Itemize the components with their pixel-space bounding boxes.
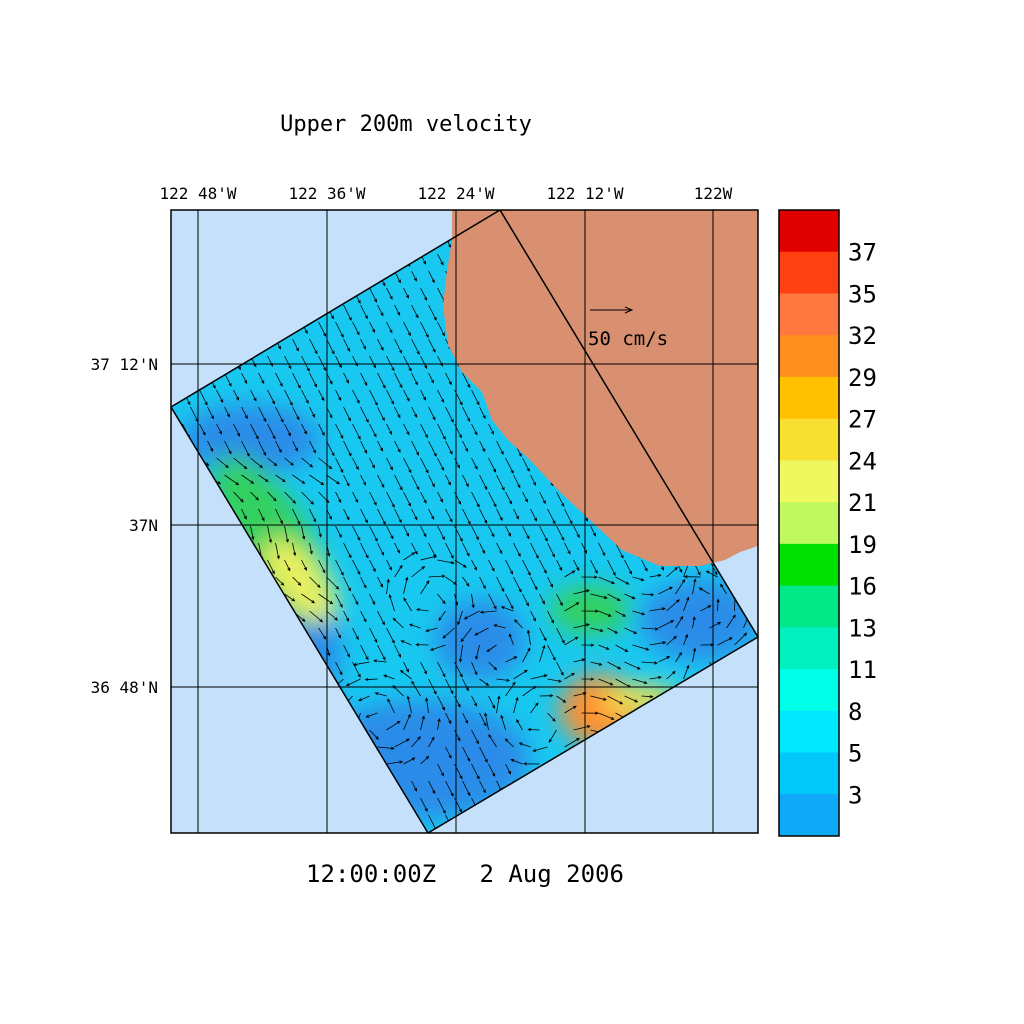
colorbar-label: 3 (848, 781, 862, 809)
longitude-label: 122 36'W (288, 184, 365, 203)
longitude-label: 122 24'W (417, 184, 494, 203)
colorbar-label: 16 (848, 573, 877, 601)
colorbar-label: 21 (848, 489, 877, 517)
colorbar-label: 11 (848, 656, 877, 684)
latitude-label: 36 48'N (91, 678, 158, 697)
colorbar-band (779, 669, 839, 712)
latitude-label: 37N (129, 516, 158, 535)
map (171, 210, 758, 833)
graticule (171, 210, 758, 833)
colorbar-band (779, 376, 839, 420)
colorbar-band (779, 210, 839, 253)
colorbar-band (779, 460, 839, 503)
colorbar-label: 19 (848, 531, 877, 559)
colorbar-band (779, 585, 839, 628)
colorbar-label: 32 (848, 322, 877, 350)
colorbar-band (779, 710, 839, 754)
latitude-label: 37 12'N (91, 355, 158, 374)
land (443, 210, 758, 566)
colorbar-band (779, 752, 839, 795)
colorbar-label: 8 (848, 698, 862, 726)
longitude-label: 122W (694, 184, 733, 203)
scale-arrowhead (624, 306, 634, 314)
colorbar: 37 35 32 29 27 24 21 19 16 13 11 8 5 3 (778, 209, 877, 837)
title: Upper 200m velocity (280, 112, 532, 137)
colorbar-band (779, 543, 839, 587)
colorbar-band (779, 251, 839, 294)
timestamp: 12:00:00Z 2 Aug 2006 (306, 860, 624, 888)
colorbar-band (779, 418, 839, 461)
colorbar-band (779, 794, 839, 837)
colorbar-band (779, 502, 839, 545)
colorbar-label: 35 (848, 280, 877, 308)
longitude-label: 122 48'W (159, 184, 236, 203)
colorbar-band (779, 335, 839, 378)
colorbar-label: 29 (848, 364, 877, 392)
scale-label: 50 cm/s (588, 328, 668, 350)
colorbar-label: 24 (848, 447, 877, 475)
colorbar-label: 5 (848, 740, 862, 768)
colorbar-frame (778, 209, 840, 837)
colorbar-label: 13 (848, 614, 877, 642)
colorbar-band (779, 627, 839, 670)
colorbar-label: 37 (848, 239, 877, 267)
colorbar-band (779, 293, 839, 336)
domain-outline (171, 210, 758, 833)
map-frame (170, 209, 759, 834)
longitude-label: 122 12'W (546, 184, 623, 203)
colorbar-label: 27 (848, 406, 877, 434)
